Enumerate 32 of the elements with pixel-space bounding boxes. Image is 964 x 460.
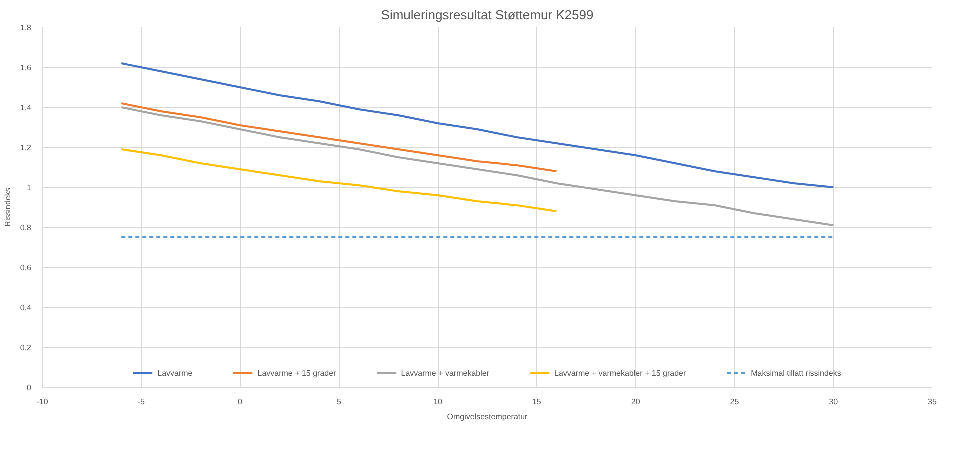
y-tick-label: 1,8 <box>20 24 32 32</box>
legend-label: Lavvarme + 15 grader <box>258 368 336 378</box>
x-tick-label: 10 <box>434 398 444 406</box>
y-tick-label: 0,4 <box>20 304 32 312</box>
x-tick-label: 0 <box>238 398 244 406</box>
x-tick-label: -10 <box>36 398 49 406</box>
x-tick-label: 20 <box>631 398 641 406</box>
y-axis-title: Rissindeks <box>3 188 12 227</box>
x-tick-label: 25 <box>730 398 740 406</box>
x-axis-title: Omgivelsestemperatur <box>447 412 528 422</box>
legend-label: Lavvarme + varmekabler + 15 grader <box>554 368 686 378</box>
line-series <box>120 62 835 188</box>
x-tick-label: 30 <box>829 398 839 406</box>
y-tick-label: 1 <box>27 184 32 192</box>
y-tick-label: 0 <box>27 384 32 392</box>
y-tick-label: 0,6 <box>20 264 32 272</box>
y-tick-label: 0,8 <box>20 224 32 232</box>
x-tick-label: 15 <box>532 398 542 406</box>
x-tick-label: 35 <box>928 398 938 406</box>
y-tick-label: 1,4 <box>20 104 32 112</box>
line-series <box>120 102 558 172</box>
x-tick-label: 5 <box>336 398 342 406</box>
line-series <box>120 106 835 226</box>
legend-label: Lavvarme <box>158 368 193 378</box>
legend-label: Maksimal tillatt rissindeks <box>751 368 842 378</box>
y-tick-label: 0,2 <box>20 344 32 352</box>
y-tick-label: 1,2 <box>20 144 32 152</box>
line-series <box>120 148 558 212</box>
x-tick-label: -5 <box>138 398 146 406</box>
chart-title: Simuleringsresultat Støttemur K2599 <box>381 8 594 22</box>
legend-label: Lavvarme + varmekabler <box>401 368 490 378</box>
y-tick-label: 1,6 <box>20 64 32 72</box>
